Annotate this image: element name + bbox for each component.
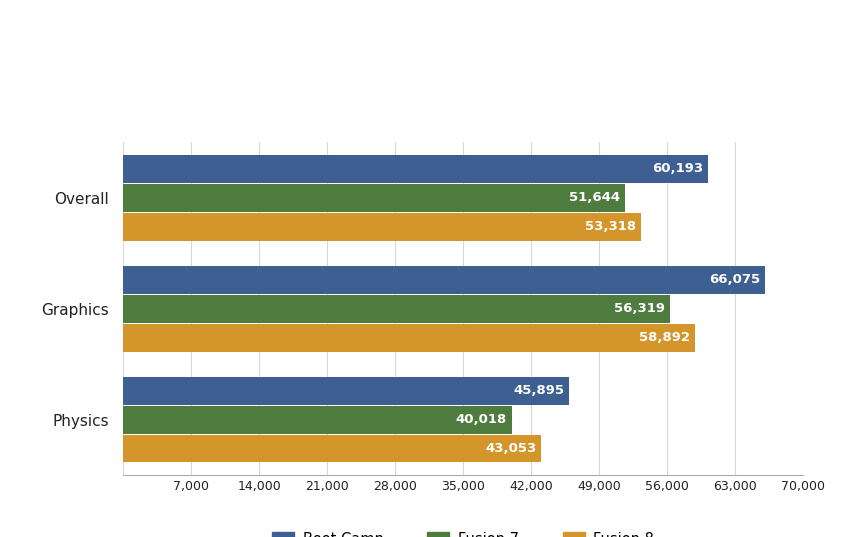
Bar [123, 377, 570, 405]
Text: 51,644: 51,644 [569, 191, 620, 204]
Text: 66,075: 66,075 [709, 273, 760, 286]
Text: VMware Fusion 8 Benchmarks: VMware Fusion 8 Benchmarks [34, 26, 351, 45]
Bar [123, 295, 671, 323]
Bar [123, 155, 708, 183]
Bar [123, 266, 765, 294]
Text: 45,895: 45,895 [513, 384, 564, 397]
Text: 40,018: 40,018 [456, 413, 507, 426]
Text: 56,319: 56,319 [615, 302, 666, 315]
Legend: Boot Camp, Fusion 7, Fusion 8: Boot Camp, Fusion 7, Fusion 8 [266, 526, 660, 537]
Text: 3DMark (2013) | Ice Storm Extreme: 3DMark (2013) | Ice Storm Extreme [34, 65, 380, 83]
Bar [123, 406, 512, 434]
Bar [123, 184, 625, 212]
Bar [123, 324, 695, 352]
Bar [123, 213, 641, 241]
Text: 60,193: 60,193 [652, 162, 703, 176]
Text: 58,892: 58,892 [639, 331, 690, 344]
Text: 53,318: 53,318 [585, 220, 637, 233]
Bar [123, 435, 541, 462]
Text: 43,053: 43,053 [485, 442, 536, 455]
